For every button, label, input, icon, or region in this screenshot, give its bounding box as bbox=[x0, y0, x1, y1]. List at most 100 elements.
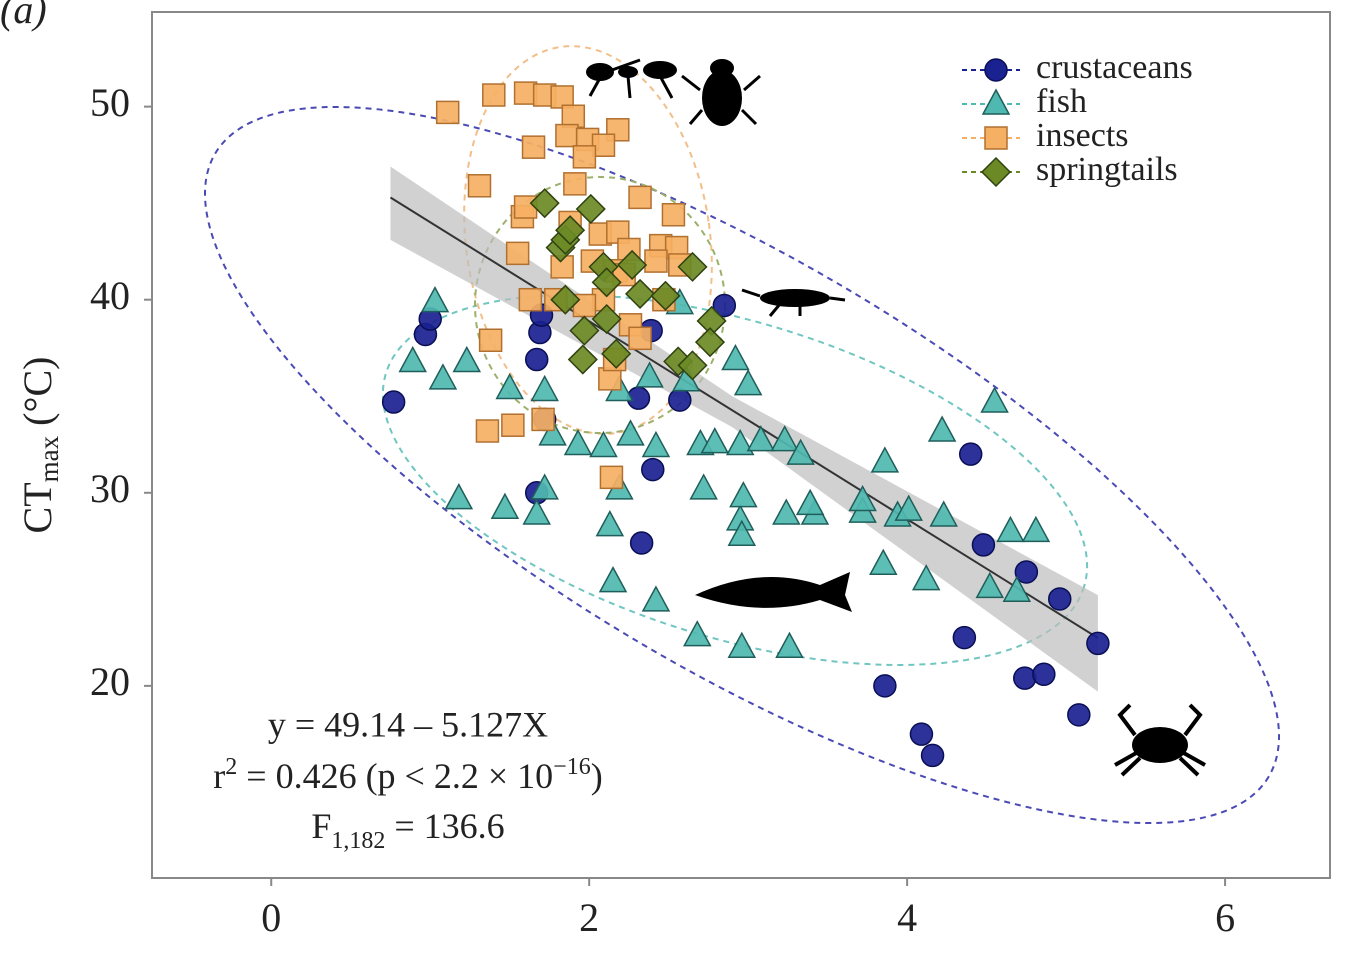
point bbox=[591, 303, 622, 335]
point bbox=[929, 500, 958, 527]
point bbox=[729, 481, 758, 508]
point bbox=[482, 83, 506, 107]
equation: y = 49.14 – 5.127X bbox=[268, 704, 548, 744]
point bbox=[598, 566, 628, 593]
f-stat: F1,182 = 136.6 bbox=[311, 806, 504, 853]
f-sub: 1,182 bbox=[331, 828, 385, 854]
ellipses bbox=[203, 45, 1281, 825]
point bbox=[428, 363, 458, 390]
crab-icon bbox=[1114, 703, 1206, 777]
point bbox=[1013, 666, 1037, 690]
point bbox=[617, 249, 648, 281]
point bbox=[644, 249, 668, 273]
point bbox=[668, 388, 692, 412]
ellipse-insects bbox=[463, 45, 713, 435]
point bbox=[909, 722, 934, 746]
point bbox=[495, 372, 524, 400]
ant-icon bbox=[586, 58, 677, 99]
point bbox=[490, 492, 520, 519]
point bbox=[677, 251, 708, 282]
r-squared: r2 = 0.426 (p < 2.2 × 10−16) bbox=[213, 754, 602, 797]
regression-line bbox=[389, 196, 1099, 639]
point bbox=[1002, 575, 1032, 603]
point bbox=[894, 494, 923, 521]
point bbox=[398, 345, 427, 373]
point bbox=[420, 286, 450, 313]
point bbox=[435, 100, 460, 125]
plot-frame bbox=[151, 11, 1331, 879]
point bbox=[1086, 631, 1110, 656]
y-label-rest: (°C) bbox=[15, 357, 60, 436]
y-tick-label: 20 bbox=[90, 659, 130, 704]
series-fish bbox=[398, 286, 1051, 659]
point bbox=[572, 145, 597, 169]
legend-label: crustaceans bbox=[1036, 49, 1193, 86]
r-sup: 2 bbox=[225, 754, 237, 780]
y-tick-label: 40 bbox=[90, 273, 130, 318]
point bbox=[589, 430, 618, 458]
ellipse-fish bbox=[381, 294, 1089, 666]
legend-marker bbox=[984, 126, 1008, 150]
y-label-sub: max bbox=[34, 435, 64, 482]
point bbox=[641, 457, 665, 482]
point bbox=[873, 674, 897, 698]
point bbox=[712, 293, 737, 318]
panel-label: (a) bbox=[0, 0, 47, 32]
point bbox=[478, 328, 503, 352]
point bbox=[683, 620, 712, 647]
x-tick-label: 2 bbox=[579, 895, 599, 940]
point bbox=[746, 425, 776, 452]
point bbox=[624, 278, 656, 309]
point bbox=[567, 344, 598, 375]
point bbox=[628, 326, 652, 351]
point bbox=[1047, 587, 1072, 611]
point bbox=[641, 430, 671, 458]
point bbox=[733, 369, 763, 396]
point bbox=[518, 287, 543, 312]
point bbox=[467, 174, 492, 198]
point bbox=[538, 419, 567, 446]
point bbox=[505, 241, 530, 266]
point bbox=[444, 483, 474, 510]
point bbox=[531, 407, 555, 432]
point bbox=[530, 374, 559, 402]
point bbox=[501, 413, 525, 437]
r-value: = 0.426 (p < 2.2 × 10 bbox=[237, 756, 553, 796]
point bbox=[550, 284, 581, 315]
legend-marker bbox=[984, 58, 1008, 82]
point bbox=[689, 473, 718, 500]
point bbox=[629, 531, 654, 555]
point bbox=[628, 185, 652, 210]
legend-marker bbox=[980, 156, 1012, 188]
f-value: = 136.6 bbox=[385, 806, 504, 846]
point bbox=[721, 343, 750, 371]
point bbox=[870, 446, 900, 473]
r-text: r bbox=[213, 756, 225, 796]
x-tick-label: 6 bbox=[1215, 895, 1235, 940]
point bbox=[677, 350, 708, 381]
point bbox=[975, 571, 1005, 599]
point bbox=[522, 498, 551, 525]
point bbox=[952, 625, 977, 650]
point bbox=[452, 345, 482, 373]
point bbox=[475, 419, 500, 443]
point bbox=[971, 533, 996, 557]
fish-icon bbox=[695, 572, 852, 612]
point bbox=[661, 202, 686, 227]
f-text: F bbox=[311, 806, 331, 846]
point bbox=[601, 338, 632, 369]
point bbox=[795, 488, 825, 516]
point bbox=[635, 361, 664, 388]
legend-marker bbox=[981, 88, 1011, 115]
point bbox=[591, 267, 622, 298]
r-close: ) bbox=[591, 756, 603, 796]
y-tick-label: 50 bbox=[90, 80, 130, 125]
point bbox=[555, 123, 579, 148]
point bbox=[595, 510, 625, 537]
point bbox=[725, 428, 755, 456]
ellipse-crustaceans bbox=[203, 105, 1281, 825]
x-tick-label: 0 bbox=[261, 895, 281, 940]
point bbox=[775, 631, 804, 659]
point bbox=[1021, 515, 1051, 543]
